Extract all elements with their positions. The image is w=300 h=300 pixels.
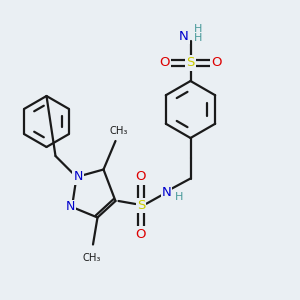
Text: O: O — [159, 56, 170, 70]
Text: S: S — [137, 199, 145, 212]
Text: N: N — [73, 170, 83, 184]
Text: N: N — [162, 185, 171, 199]
Text: CH₃: CH₃ — [109, 126, 128, 136]
Text: H: H — [175, 192, 183, 203]
Text: O: O — [136, 227, 146, 241]
Text: CH₃: CH₃ — [82, 253, 101, 263]
Text: H: H — [194, 33, 202, 43]
Text: O: O — [136, 170, 146, 184]
Text: N: N — [66, 200, 75, 214]
Text: S: S — [186, 56, 195, 70]
Text: H: H — [194, 24, 202, 34]
Text: O: O — [211, 56, 222, 70]
Text: N: N — [179, 29, 189, 43]
